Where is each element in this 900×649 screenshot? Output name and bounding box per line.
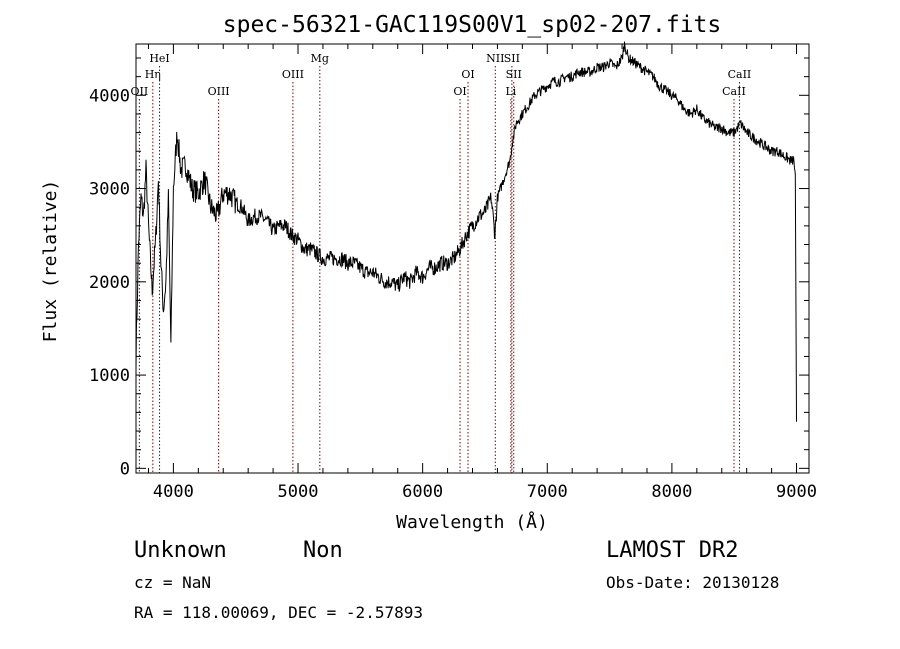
x-tick-label: 6000	[402, 482, 443, 502]
x-tick-label: 8000	[651, 482, 692, 502]
y-axis-label: Flux (relative)	[40, 180, 61, 343]
object-type: Unknown	[134, 538, 227, 563]
spectral-line-label: CaII	[728, 68, 752, 81]
x-axis-ticks: 4000 5000 6000 7000 8000 9000	[147, 44, 817, 502]
spectral-line-label: Hη	[145, 68, 161, 81]
y-tick-label: 4000	[89, 86, 130, 106]
spectral-line-label: OI	[461, 68, 474, 81]
spectral-line-label: OIII	[282, 68, 304, 81]
spectral-line-label: OII	[131, 85, 149, 98]
observation-date: Obs-Date: 20130128	[606, 573, 780, 592]
y-tick-label: 0	[120, 459, 130, 479]
x-tick-label: 7000	[527, 482, 568, 502]
spectral-line-label: Mg	[311, 52, 329, 65]
spectral-line-label: HeI	[149, 52, 169, 65]
coordinates: RA = 118.00069, DEC = -2.57893	[134, 603, 423, 622]
x-tick-label: 9000	[776, 482, 817, 502]
spectral-line-label: NII	[486, 52, 504, 65]
spectral-line-label: Li	[505, 85, 516, 98]
object-subclass: Non	[303, 538, 343, 563]
x-tick-label: 5000	[278, 482, 319, 502]
spectrum-chart: spec-56321-GAC119S00V1_sp02-207.fits OII…	[40, 12, 817, 533]
plot-frame	[135, 43, 810, 474]
spectrum-series	[135, 41, 797, 422]
survey-name: LAMOST DR2	[606, 538, 739, 563]
spectral-line-label: SII	[504, 52, 520, 65]
spectral-line-label: OI	[453, 85, 466, 98]
spectral-line-markers: OII Hη HeI OIII OIII Mg OI OI NII SII SII Li CaII CaI…	[131, 52, 752, 473]
y-tick-label: 3000	[89, 180, 130, 200]
spectral-line-label: CaII	[722, 85, 746, 98]
x-axis-label: Wavelength (Å)	[396, 511, 548, 533]
spectral-line-label: SII	[506, 68, 522, 81]
redshift-cz: cz = NaN	[134, 573, 212, 592]
y-axis-ticks: 0 1000 2000 3000 4000	[89, 57, 809, 479]
y-tick-label: 2000	[89, 273, 130, 293]
x-tick-label: 4000	[153, 482, 194, 502]
spectral-line-label: OIII	[208, 85, 230, 98]
chart-title: spec-56321-GAC119S00V1_sp02-207.fits	[223, 12, 722, 38]
y-tick-label: 1000	[89, 366, 130, 386]
